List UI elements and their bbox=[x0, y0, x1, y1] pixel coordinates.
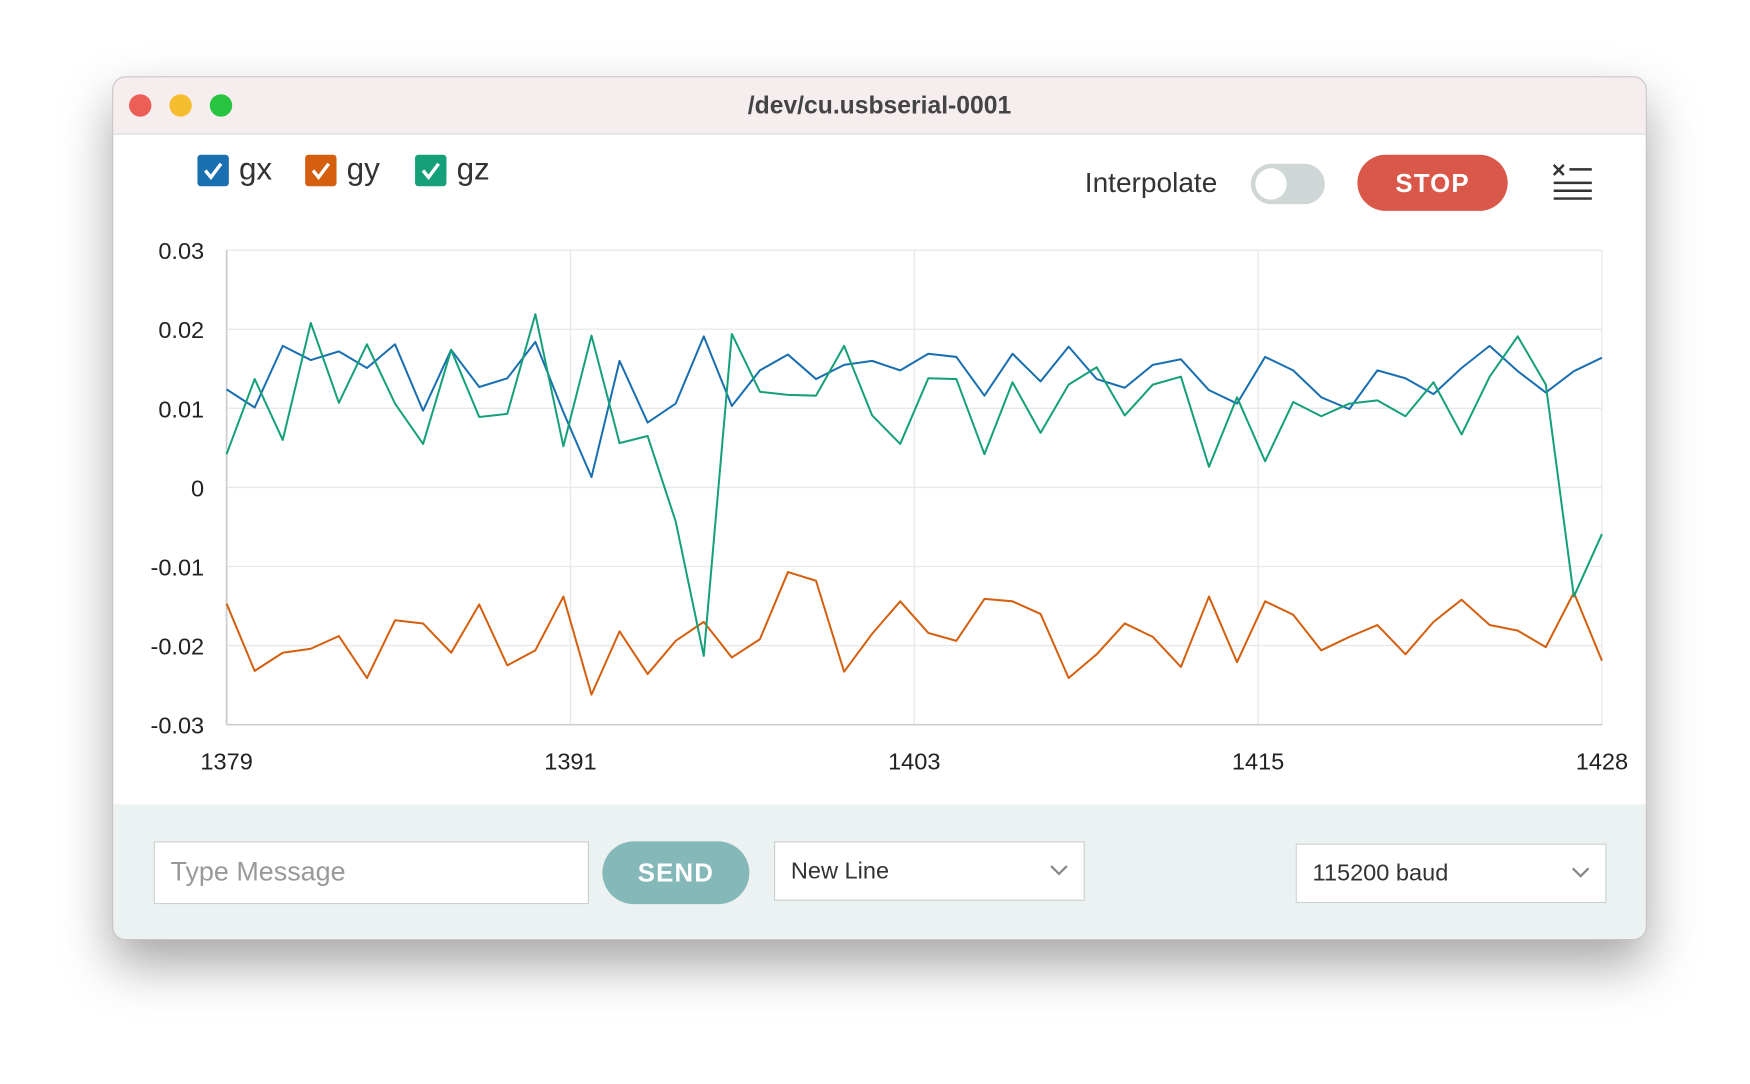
series-line bbox=[225, 313, 1603, 657]
x-tick-label: 1379 bbox=[200, 749, 252, 775]
y-tick-label: -0.02 bbox=[150, 634, 204, 660]
y-tick-label: 0.02 bbox=[158, 317, 204, 343]
legend-check bbox=[203, 162, 223, 180]
line-ending-select[interactable]: New Line bbox=[774, 841, 1085, 901]
y-tick-label: 0.01 bbox=[158, 396, 204, 422]
message-input[interactable]: Type Message bbox=[153, 841, 589, 905]
interpolate-toggle[interactable] bbox=[1250, 163, 1325, 205]
y-tick-label: -0.03 bbox=[150, 713, 204, 739]
legend-checkbox[interactable] bbox=[197, 154, 229, 187]
legend-check bbox=[421, 162, 440, 180]
legend-checkbox[interactable] bbox=[415, 154, 447, 187]
window: /dev/cu.usbserial-0001 Interpolate STOP … bbox=[112, 76, 1647, 941]
series-line bbox=[225, 571, 1603, 696]
dropdown-arrow bbox=[1050, 865, 1068, 876]
y-tick-label: 0 bbox=[191, 475, 204, 501]
title-bar: /dev/cu.usbserial-0001 bbox=[113, 77, 1646, 135]
send-button[interactable]: SEND bbox=[602, 841, 750, 905]
baud-value: 115200 baud bbox=[1312, 859, 1449, 886]
minimize-button[interactable] bbox=[169, 94, 192, 117]
legend-label: gx bbox=[239, 151, 272, 186]
x-tick-label: 1428 bbox=[1576, 749, 1628, 775]
legend-label: gz bbox=[457, 151, 490, 186]
footer: Type Message SEND New Line 115200 baud bbox=[113, 804, 1646, 939]
plot: 0.03 0.02 0.01 0 -0.01 -0.02 -0.03 1379 1391 1403… bbox=[150, 151, 1628, 775]
series-line bbox=[226, 335, 1603, 479]
y-tick-label: -0.01 bbox=[150, 554, 204, 580]
legend-label: gy bbox=[347, 151, 380, 186]
stop-button[interactable]: STOP bbox=[1357, 154, 1508, 211]
window-title: /dev/cu.usbserial-0001 bbox=[747, 90, 1012, 119]
legend-check bbox=[311, 162, 331, 180]
legend-checkbox[interactable] bbox=[305, 154, 337, 187]
clear-icon[interactable] bbox=[1551, 163, 1594, 201]
dropdown-arrow bbox=[1571, 867, 1590, 878]
baud-select[interactable]: 115200 baud bbox=[1295, 843, 1607, 904]
x-tick-label: 1391 bbox=[544, 749, 596, 775]
x-tick-label: 1403 bbox=[888, 749, 940, 775]
x-tick-label: 1415 bbox=[1232, 749, 1284, 775]
zoom-button[interactable] bbox=[209, 94, 233, 117]
line-ending-value: New Line bbox=[790, 857, 890, 884]
y-tick-label: 0.03 bbox=[158, 238, 204, 264]
toggle-knob bbox=[1255, 168, 1287, 200]
interpolate-label: Interpolate bbox=[1084, 167, 1218, 199]
close-button[interactable] bbox=[129, 94, 152, 117]
